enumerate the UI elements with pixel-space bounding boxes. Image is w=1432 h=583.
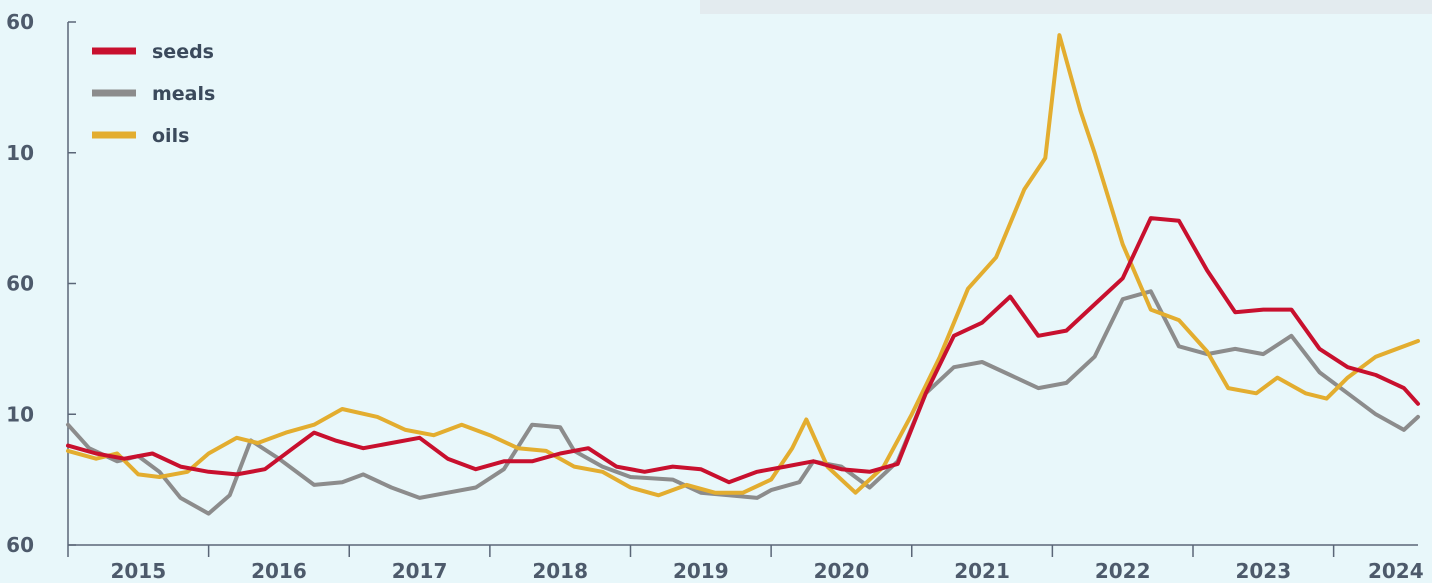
x-tick-label: 2017 [392,559,448,583]
y-axis: 60 10 60 10 60 [6,10,76,557]
legend-label-oils: oils [152,125,189,147]
series-layer [66,33,1420,516]
x-tick-label: 2016 [251,559,307,583]
y-tick-label: 60 [6,533,34,557]
x-tick-label: 2023 [1235,559,1291,583]
series-line-meals [66,289,1420,516]
x-tick-label: 2020 [814,559,870,583]
legend-label-seeds: seeds [152,41,214,63]
legend: seeds meals oils [92,41,215,147]
x-tick-label: 2015 [110,559,166,583]
x-tick-label: 2024 [1368,559,1424,583]
y-tick-label: 60 [6,272,34,296]
y-tick-label: 60 [6,10,34,34]
x-tick-label: 2018 [532,559,588,583]
x-tick-label: 2019 [673,559,729,583]
y-tick-label: 10 [6,402,34,426]
series-line-seeds [66,216,1420,485]
legend-label-meals: meals [152,83,215,105]
top-strip [700,0,1432,14]
x-axis: 2015 2016 2017 2018 2019 2020 2021 2022 2023 2024 [67,544,1424,583]
y-tick-label: 10 [6,141,34,165]
x-tick-label: 2021 [954,559,1010,583]
x-tick-label: 2022 [1095,559,1151,583]
series-line-oils [66,33,1420,498]
